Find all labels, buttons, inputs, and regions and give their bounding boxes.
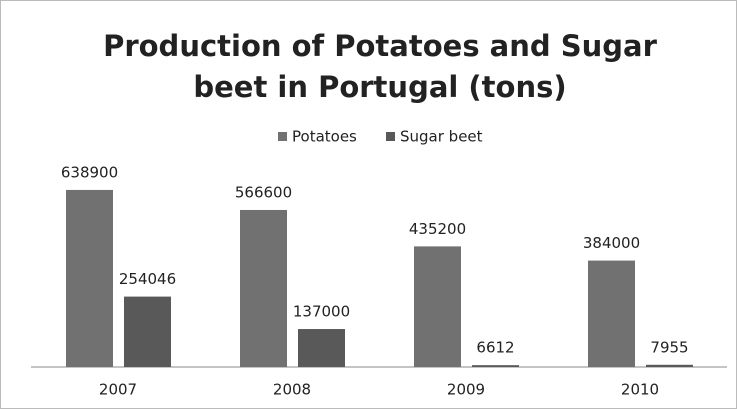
data-label: 566600 [235,183,292,201]
bar [646,364,693,367]
chart-title: Production of Potatoes and Sugar [103,29,658,63]
legend-swatch [386,132,395,141]
bar [240,209,287,367]
bar [414,246,461,367]
x-tick-label: 2009 [447,381,485,399]
bar [298,329,345,367]
data-label: 254046 [119,270,176,288]
bar [66,189,113,367]
data-label: 638900 [61,163,118,181]
legend-label: Potatoes [292,128,357,146]
bar [472,365,519,367]
data-label: 6612 [476,339,514,357]
x-tick-label: 2007 [99,381,137,399]
bar [588,260,635,367]
bar [124,296,171,367]
data-label: 435200 [409,220,466,238]
legend-label: Sugar beet [400,128,483,146]
data-label: 7955 [650,338,688,356]
chart-title: beet in Portugal (tons) [193,70,566,104]
legend-swatch [278,132,287,141]
data-label: 137000 [293,303,350,321]
x-tick-label: 2010 [621,381,659,399]
data-label: 384000 [583,234,640,252]
x-tick-label: 2008 [273,381,311,399]
